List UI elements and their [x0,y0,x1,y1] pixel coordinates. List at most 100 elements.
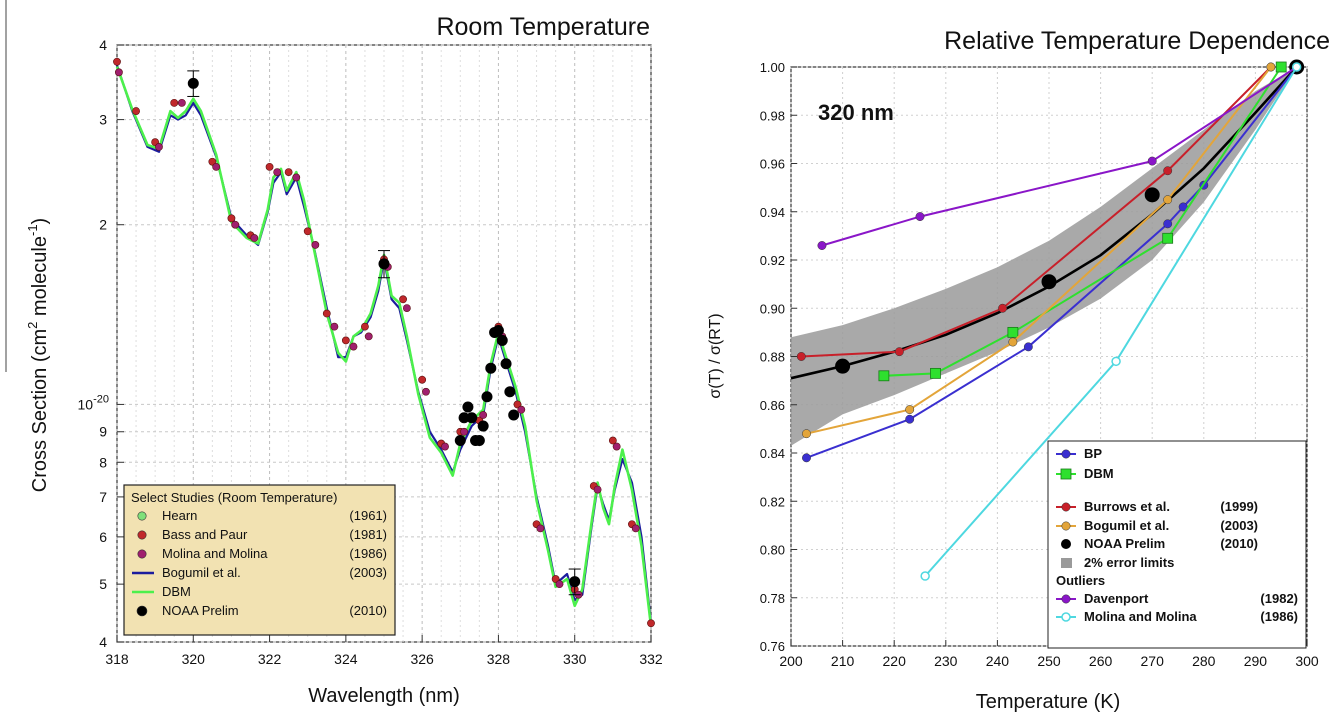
left-y-label-sup1: 2 [25,322,40,329]
left-point-bass-and-paur [647,619,655,628]
left-y-label-end: ) [29,218,51,225]
right-point-bp [1163,219,1173,229]
right-point-dbm [1275,61,1287,73]
left-point-molina-and-molina [460,427,468,436]
left-point-noaa-prelim [462,401,474,413]
left-point-bass-and-paur [418,375,427,384]
right-legend-label-burrows-et-al: Burrows et al. [1084,499,1170,514]
left-legend-swatch-noaa-prelim [136,605,148,617]
left-legend-label-bass-and-paur: Bass and Paur [162,527,248,542]
left-point-noaa-prelim [492,324,504,336]
left-point-bass-and-paur [284,168,293,176]
left-point-noaa-prelim [466,412,478,424]
left-point-molina-and-molina [231,220,240,229]
left-point-molina-and-molina [536,524,545,533]
right-y-tick-label: 0.84 [760,446,785,461]
right-legend-marker-bogumil-et-al [1061,521,1071,531]
right-point-bogumil-et-al [1008,337,1018,347]
right-legend-marker-bp [1061,449,1071,459]
left-point-molina-and-molina [212,162,221,171]
right-x-tick-label: 260 [1089,653,1113,669]
left-point-molina-and-molina [422,387,430,396]
right-point-noaa-prelim [835,358,851,374]
left-point-molina-and-molina [250,234,259,242]
left-point-bass-and-paur [227,214,236,223]
right-point-burrows-et-al [796,352,806,361]
right-point-bp [905,414,915,424]
right-legend-marker-noaa-prelim [1061,539,1071,549]
right-x-tick-label: 230 [934,653,958,669]
right-legend-marker-2-error-limits [1061,558,1072,568]
left-point-noaa-prelim [504,386,516,398]
left-point-noaa-prelim [454,435,466,447]
left-y-tick-base: 10 [78,396,94,412]
right-legend-marker-davenport [1061,594,1071,604]
right-x-tick-label: 220 [883,653,907,669]
left-y-label-mid: molecule [29,236,51,322]
left-y-label-sup2: -1 [25,224,40,236]
left-point-molina-and-molina [441,442,449,451]
left-point-bass-and-paur [322,309,331,318]
left-point-molina-and-molina [612,442,621,451]
right-legend-box [1047,440,1307,649]
right-legend-label-noaa-prelim: NOAA Prelim [1084,536,1165,551]
left-point-noaa-prelim [569,576,581,588]
right-x-tick-label: 210 [831,653,855,669]
left-point-noaa-prelim [473,435,485,447]
right-legend-year-burrows-et-al: (1999) [1220,499,1258,514]
right-legend-label-molina-and-molina: Molina and Molina [1084,609,1197,624]
left-point-molina-and-molina [155,143,163,151]
left-point-noaa-prelim [187,77,199,89]
right-x-tick-label: 280 [1192,653,1216,669]
left-legend-year-hearn: (1961) [349,508,387,523]
left-point-noaa-prelim [481,391,493,403]
right-point-bogumil-et-al [905,405,915,415]
left-chart-title: Room Temperature [436,13,650,41]
left-legend-year-noaa-prelim: (2010) [349,603,387,618]
right-chart-title: Relative Temperature Dependence [944,27,1330,55]
left-y-axis-label: Cross Section (cm2 molecule-1) [25,218,51,492]
left-point-molina-and-molina [273,168,282,176]
left-legend-swatch-molina-and-molina [137,549,147,559]
right-legend: BP DBM Burrows et al. (1999) Bogumil et al. (… [1047,440,1307,649]
left-y-tick-label: 9 [99,424,107,440]
left-point-molina-and-molina [292,173,301,182]
right-point-dbm [878,370,890,382]
left-legend-label-dbm: DBM [162,584,191,599]
right-x-axis-label: Temperature (K) [976,691,1121,713]
right-point-bp [802,453,811,463]
left-x-tick-label: 332 [639,651,663,667]
right-x-tick-label: 200 [779,653,803,669]
left-point-molina-and-molina [593,485,602,494]
right-point-dbm [930,367,941,379]
left-y-tick-label: 4 [99,37,107,53]
left-y-tick-exponent: -20 [93,393,109,405]
right-point-burrows-et-al [894,347,904,357]
right-point-molina-and-molina [1111,356,1121,367]
left-x-tick-label: 326 [410,651,434,667]
left-point-bass-and-paur [265,162,274,171]
right-y-tick-label: 0.82 [760,494,785,509]
right-point-davenport [915,212,925,222]
left-legend-swatch-bass-and-paur [137,530,147,540]
left-legend-label-bogumil-et-al: Bogumil et al. [162,565,241,580]
left-y-tick-label: 8 [99,454,107,470]
left-series-layer [113,57,655,628]
left-legend-label-noaa-prelim: NOAA Prelim [162,603,239,618]
right-legend-label-bogumil-et-al: Bogumil et al. [1084,518,1169,533]
left-legend-year-bass-and-paur: (1981) [349,527,387,542]
right-legend-label-bp: BP [1084,446,1102,461]
left-point-noaa-prelim [508,409,520,421]
right-legend-label-dbm: DBM [1084,466,1114,481]
right-legend-label-2-error-limits: 2% error limits [1084,555,1174,570]
right-legend-year-noaa-prelim: (2010) [1220,536,1258,551]
right-legend-year-bogumil-et-al: (2003) [1220,518,1258,533]
left-point-molina-and-molina [555,580,564,589]
left-x-tick-label: 330 [563,651,587,667]
left-y-tick-label: 2 [99,217,107,233]
right-point-molina-and-molina [1291,62,1302,72]
right-legend-year-molina-and-molina: (1986) [1260,609,1298,624]
left-legend-label-molina-and-molina: Molina and Molina [162,546,268,561]
